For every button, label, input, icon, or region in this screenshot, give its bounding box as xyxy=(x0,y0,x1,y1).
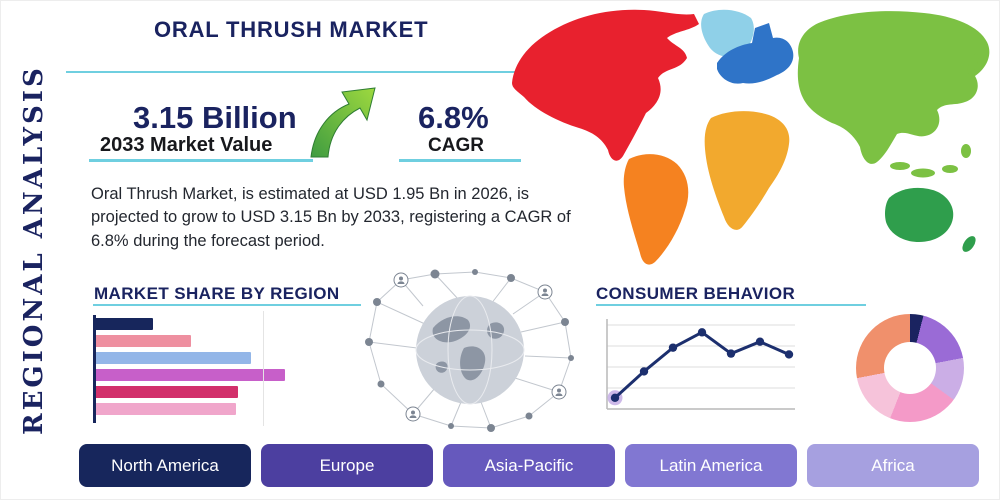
continent-south-america xyxy=(623,154,689,265)
cagr-stat: 6.8% xyxy=(418,100,489,135)
continent-southeast-asia xyxy=(890,144,971,178)
network-links xyxy=(368,271,572,429)
continent-europe xyxy=(717,23,794,84)
consumer-behavior-heading: CONSUMER BEHAVIOR xyxy=(596,284,796,303)
consumer-behavior-line-chart xyxy=(606,319,795,410)
region-button-europe[interactable]: Europe xyxy=(261,444,433,487)
bar-6 xyxy=(96,403,236,415)
region-button-north-america[interactable]: North America xyxy=(79,444,251,487)
market-value-label: 2033 Market Value xyxy=(100,134,273,156)
region-buttons: North America Europe Asia-Pacific Latin Ame… xyxy=(79,444,979,487)
market-description: Oral Thrush Market, is estimated at USD … xyxy=(91,185,571,250)
region-button-latin-america[interactable]: Latin America xyxy=(625,444,797,487)
globe-continents xyxy=(432,316,505,381)
bar-4 xyxy=(96,369,285,381)
bar-3 xyxy=(96,352,251,364)
continent-australia xyxy=(885,187,954,242)
bar-chart-gridline xyxy=(263,311,264,426)
top-divider xyxy=(66,71,522,73)
bar-5 xyxy=(96,386,238,398)
continent-north-america xyxy=(512,9,699,161)
cagr-label: CAGR xyxy=(428,135,484,156)
market-value-stat: 3.15 Billion xyxy=(133,100,297,135)
world-map xyxy=(512,9,990,265)
continent-africa xyxy=(704,111,790,230)
network-nodes xyxy=(365,269,574,432)
side-label-regional-analysis: REGIONAL ANALYSIS xyxy=(19,65,49,435)
cagr-divider xyxy=(399,159,521,162)
globe-network-illustration xyxy=(365,269,574,432)
regional-donut-chart xyxy=(856,314,964,422)
market-share-heading: MARKET SHARE BY REGION xyxy=(94,284,340,303)
page-title: ORAL THRUSH MARKET xyxy=(154,17,429,42)
market-value-divider xyxy=(89,159,313,162)
region-button-africa[interactable]: Africa xyxy=(807,444,979,487)
axes xyxy=(606,319,795,410)
market-share-bar-chart xyxy=(93,315,285,423)
region-button-asia-pacific[interactable]: Asia-Pacific xyxy=(443,444,615,487)
gridlines xyxy=(607,324,795,389)
growth-arrow-shape xyxy=(310,87,376,158)
network-user-badges xyxy=(393,272,567,422)
consumer-behavior-divider xyxy=(596,304,866,306)
line-series xyxy=(607,328,794,406)
continent-greenland xyxy=(701,9,754,57)
market-share-divider xyxy=(93,304,361,306)
bar-2 xyxy=(96,335,191,347)
new-zealand xyxy=(962,236,976,252)
donut-hole xyxy=(884,342,936,394)
globe-graticule xyxy=(415,295,525,405)
growth-arrow-icon xyxy=(310,87,376,158)
continent-asia xyxy=(797,11,990,164)
japan xyxy=(967,53,979,75)
market-share-bars xyxy=(96,318,285,423)
bar-1 xyxy=(96,318,153,330)
